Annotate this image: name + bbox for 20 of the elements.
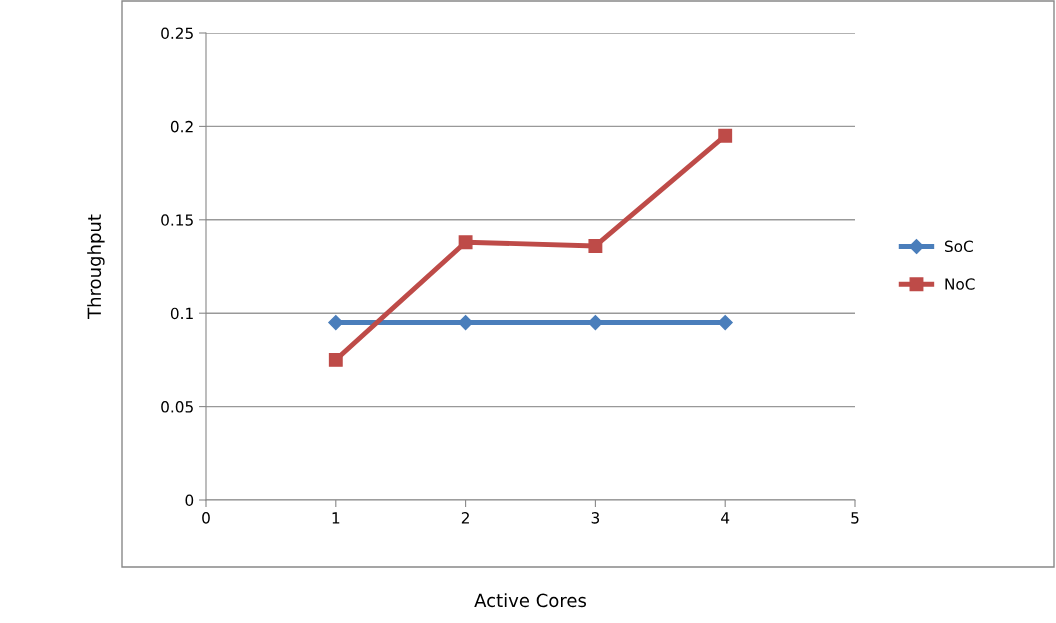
y-tick-label: 0 [185, 494, 194, 507]
y-tick-label: 0.1 [170, 307, 193, 320]
x-tick-label: 2 [461, 512, 469, 524]
x-tick-label: 1 [332, 512, 340, 524]
x-axis-title: Active Cores [474, 593, 587, 608]
x-tick-label: 0 [202, 512, 210, 524]
x-tick-label: 4 [721, 512, 730, 524]
point [588, 239, 603, 253]
point [718, 128, 733, 143]
legend-label: NoC [945, 278, 975, 290]
x-tick-label: 3 [591, 512, 600, 524]
point [328, 352, 343, 367]
y-tick-label: 0.15 [161, 214, 193, 226]
point [458, 235, 473, 250]
legend-label: SoC [944, 240, 973, 253]
y-tick-label: 0.25 [161, 27, 193, 40]
y-axis-title: Throughput [87, 214, 105, 319]
x-tick-label: 5 [851, 512, 859, 524]
y-tick-label: 0.05 [161, 401, 193, 413]
y-tick-label: 0.2 [170, 120, 193, 133]
